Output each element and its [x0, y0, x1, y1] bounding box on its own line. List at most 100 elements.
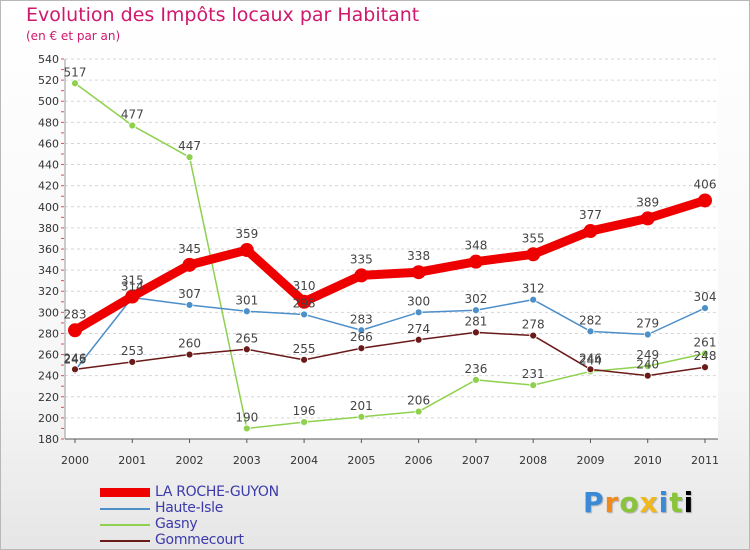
data-label: 283 [64, 307, 87, 321]
legend-item: Haute-Isle [100, 500, 400, 517]
series-line-la-roche-guyon [70, 195, 710, 335]
y-tick-label: 540 [38, 53, 59, 66]
y-tick-label: 340 [38, 264, 59, 277]
data-label: 279 [636, 317, 659, 331]
data-label: 282 [579, 313, 602, 327]
data-point [185, 301, 194, 309]
data-label: 240 [636, 358, 659, 372]
y-tick-label: 440 [38, 159, 59, 172]
x-tick-label: 2008 [519, 454, 547, 467]
legend-item: Gommecourt [100, 532, 400, 549]
data-label: 304 [694, 290, 717, 304]
legend-swatch [100, 508, 150, 510]
data-label: 314 [121, 280, 144, 294]
data-point [182, 257, 197, 272]
data-point [701, 304, 709, 313]
x-tick-label: 2002 [176, 454, 204, 467]
y-tick-label: 420 [38, 180, 59, 193]
x-tick-label: 2007 [462, 454, 490, 467]
x-tick-label: 2011 [691, 454, 719, 467]
data-label: 517 [64, 65, 87, 79]
data-point [643, 371, 652, 380]
data-point [71, 79, 79, 88]
x-tick-label: 2009 [576, 454, 604, 467]
data-point [242, 307, 251, 316]
data-label: 348 [464, 239, 487, 253]
legend-label: Gasny [155, 516, 198, 532]
data-point [468, 254, 483, 269]
data-label: 447 [178, 139, 201, 153]
data-label: 335 [350, 252, 373, 266]
data-point [357, 344, 366, 353]
data-label: 206 [407, 394, 430, 408]
data-label: 190 [235, 410, 258, 424]
series-line-gommecourt [74, 331, 706, 377]
y-tick-label: 320 [38, 285, 59, 298]
y-tick-label: 280 [38, 327, 59, 340]
data-point [583, 224, 598, 239]
data-label: 245 [64, 352, 87, 366]
data-label: 278 [522, 318, 545, 332]
data-point [185, 153, 194, 162]
legend-item: LA ROCHE-GUYON [100, 484, 400, 501]
data-point [125, 289, 140, 304]
data-label: 301 [235, 293, 258, 307]
x-tick-label: 2006 [405, 454, 433, 467]
data-point [128, 121, 137, 130]
data-label: 246 [579, 351, 602, 365]
data-label: 246 [64, 351, 87, 365]
data-point [300, 355, 308, 364]
data-point [701, 363, 709, 372]
y-tick-label: 220 [38, 391, 59, 404]
data-label: 345 [178, 242, 201, 256]
data-point [414, 308, 423, 317]
data-point [242, 345, 251, 354]
y-tick-label: 380 [38, 222, 59, 235]
data-point [472, 375, 480, 384]
data-point [300, 418, 308, 427]
chart-subtitle: (en € et par an) [26, 29, 121, 43]
legend-label: Gommecourt [155, 532, 244, 548]
legend-item: Gasny [100, 516, 400, 533]
y-tick-label: 360 [38, 243, 59, 256]
x-tick-label: 2004 [290, 454, 318, 467]
data-label: 477 [121, 108, 144, 122]
x-tick-label: 2001 [118, 454, 146, 467]
y-tick-label: 200 [38, 412, 59, 425]
legend-swatch [100, 540, 150, 542]
data-label: 265 [235, 331, 258, 345]
data-label: 283 [350, 312, 373, 326]
proxiti-logo: Proxiti [583, 486, 695, 519]
legend: LA ROCHE-GUYON Haute-Isle Gasny Gommecou… [100, 484, 400, 549]
y-tick-label: 480 [38, 116, 59, 129]
data-point [300, 310, 308, 319]
data-point [357, 326, 366, 335]
data-label: 261 [694, 336, 717, 350]
legend-label: LA ROCHE-GUYON [155, 484, 279, 500]
data-point [71, 365, 79, 374]
y-tick-label: 460 [38, 137, 59, 150]
y-tick-label: 180 [38, 433, 59, 446]
data-point [472, 306, 480, 315]
y-tick-label: 500 [38, 95, 59, 108]
data-point [239, 243, 254, 258]
data-point [643, 362, 652, 371]
data-label: 406 [694, 177, 717, 191]
data-point [357, 412, 366, 421]
data-label: 196 [293, 404, 316, 418]
data-label: 377 [579, 208, 602, 222]
data-label: 312 [522, 282, 545, 296]
data-label: 307 [178, 287, 201, 301]
data-label: 315 [121, 274, 144, 288]
data-point [701, 349, 709, 358]
data-point [586, 327, 595, 336]
data-label: 355 [522, 231, 545, 245]
data-label: 231 [522, 367, 545, 381]
data-label: 281 [464, 314, 487, 328]
legend-label: Haute-Isle [155, 500, 224, 516]
data-point [297, 294, 312, 309]
series-line-haute-isle [74, 296, 706, 372]
data-point [128, 358, 137, 366]
x-tick-label: 2010 [634, 454, 662, 467]
